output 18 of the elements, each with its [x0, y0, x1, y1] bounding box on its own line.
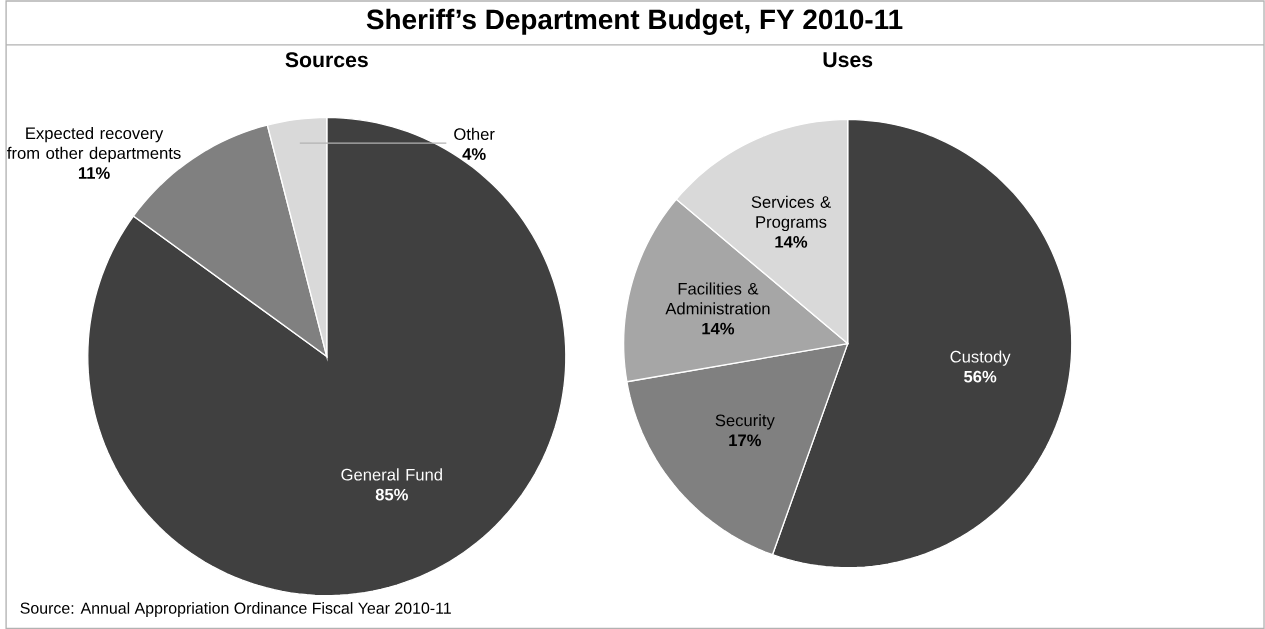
slice-label: Facilities & Administration — [665, 282, 770, 315]
data-label: 14% — [775, 235, 808, 248]
slice-label: Custody — [950, 350, 1011, 366]
chart-title: Sources — [285, 52, 368, 68]
data-label: 11% — [78, 166, 110, 179]
slice-label: Services & Programs — [751, 195, 831, 231]
data-label: 85% — [375, 488, 408, 501]
source-note: Source: Annual Appropriation Ordinance Fiscal Year 2010-11 — [20, 601, 451, 617]
data-label: 17% — [729, 434, 762, 446]
text: Sheriff’s Department Budget, FY 2010-11 — [366, 8, 903, 35]
data-label: 14% — [702, 322, 735, 335]
slice-label: Other — [454, 127, 495, 140]
slice-label: Security — [715, 413, 775, 430]
slice-label: General Fund — [341, 468, 442, 481]
data-label: 56% — [964, 370, 997, 383]
chart-title: Uses — [823, 52, 873, 67]
data-label: 4% — [462, 148, 486, 160]
slice-label: Expected recovery from other departments — [7, 126, 181, 163]
